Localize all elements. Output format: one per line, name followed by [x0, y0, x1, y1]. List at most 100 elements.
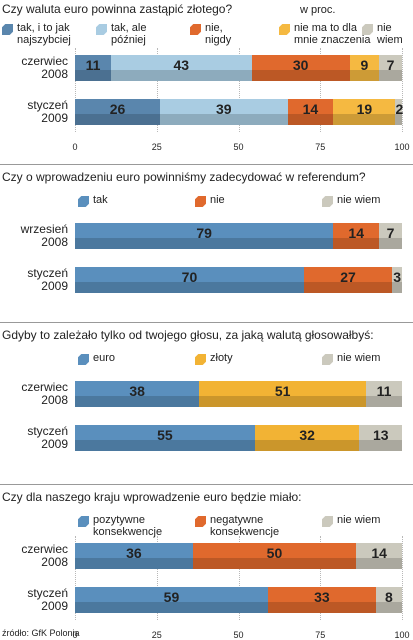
- x-tick-label: 75: [315, 142, 326, 152]
- value-label: 7: [386, 225, 395, 241]
- bar-segment: [75, 381, 200, 407]
- x-tick-label: 25: [151, 630, 162, 640]
- bar-segment: [349, 55, 380, 81]
- value-label: 9: [360, 57, 369, 73]
- value-label: 14: [371, 545, 387, 561]
- x-tick-label: 25: [151, 142, 162, 152]
- value-label: 14: [302, 101, 319, 117]
- value-label: 59: [163, 589, 180, 605]
- category-label: czerwiec 2008: [21, 542, 68, 569]
- bar-segment: [395, 99, 402, 125]
- x-tick-label: 50: [233, 630, 244, 640]
- value-label: 14: [348, 225, 364, 241]
- value-label: 11: [376, 383, 392, 399]
- source: źródło: GfK Polonia: [2, 628, 80, 638]
- bar-segment: [356, 543, 402, 569]
- bar-segment: [160, 99, 288, 125]
- value-label: 8: [385, 589, 393, 605]
- bar-segment: [75, 55, 111, 81]
- value-label: 2: [395, 101, 404, 117]
- bar-segment: [199, 381, 367, 407]
- legend-label: pozytywne konsekwencje: [93, 514, 163, 538]
- legend-label: tak, ale później: [111, 22, 147, 46]
- separator: [0, 164, 413, 165]
- bar-segment: [379, 55, 402, 81]
- bar-segment: [379, 223, 402, 249]
- unit-note: w proc.: [300, 4, 336, 16]
- value-label: 13: [372, 427, 389, 443]
- bar-segment: [75, 543, 193, 569]
- grid-line: [320, 48, 322, 132]
- x-tick-label: 0: [72, 630, 78, 640]
- legend-label: nie ma to dla mnie znaczenia: [294, 22, 371, 46]
- chart-title: Gdyby to zależało tylko od twojego głosu…: [2, 328, 374, 342]
- legend-label: złoty: [210, 352, 233, 364]
- separator: [0, 322, 413, 323]
- legend-swatch: [322, 196, 333, 207]
- bar-segment: [303, 267, 393, 293]
- legend-swatch: [195, 516, 206, 527]
- chart-title: Czy dla naszego kraju wprowadzenie euro …: [2, 490, 302, 504]
- grid-line: [238, 536, 240, 620]
- value-label: 36: [126, 545, 142, 561]
- bar-segment: [333, 99, 396, 125]
- chart-title: Czy waluta euro powinna zastąpić złotego…: [2, 2, 233, 16]
- bar-segment: [366, 381, 402, 407]
- value-label: 51: [274, 383, 291, 399]
- grid-line: [238, 48, 240, 132]
- category-label: styczeń 2009: [27, 266, 68, 293]
- legend-label: euro: [93, 352, 116, 364]
- chart-title: Czy o wprowadzeniu euro powinniśmy zadec…: [2, 170, 366, 184]
- bar-segment: [392, 267, 402, 293]
- separator: [0, 484, 413, 485]
- category-label: styczeń 2009: [27, 586, 68, 613]
- bar-segment: [375, 587, 402, 613]
- legend-swatch: [362, 24, 373, 35]
- legend-swatch: [195, 196, 206, 207]
- bar-segment: [75, 223, 334, 249]
- legend-label: tak: [93, 194, 108, 206]
- legend-swatch: [322, 354, 333, 365]
- bar-segment: [359, 425, 402, 451]
- legend-swatch: [78, 196, 89, 207]
- value-label: 27: [340, 269, 356, 285]
- value-label: 39: [215, 101, 232, 117]
- value-label: 79: [196, 225, 212, 241]
- legend-swatch: [195, 354, 206, 365]
- legend-swatch: [2, 24, 13, 35]
- category-label: czerwiec 2008: [21, 54, 68, 81]
- bar-segment: [254, 425, 360, 451]
- legend-swatch: [78, 516, 89, 527]
- value-label: 26: [109, 101, 126, 117]
- x-tick-label: 0: [72, 142, 78, 152]
- bar-segment: [251, 55, 350, 81]
- category-label: wrzesień 2008: [20, 222, 68, 249]
- value-label: 11: [85, 57, 101, 73]
- value-label: 32: [299, 427, 315, 443]
- legend-label: nie, nigdy: [205, 22, 232, 46]
- legend-swatch: [78, 354, 89, 365]
- value-label: 7: [386, 57, 395, 73]
- bar-segment: [192, 543, 357, 569]
- bar-segment: [75, 587, 268, 613]
- x-tick-label: 50: [233, 142, 244, 152]
- value-label: 19: [356, 101, 373, 117]
- legend-swatch: [190, 24, 201, 35]
- legend-swatch: [96, 24, 107, 35]
- bar-segment: [110, 55, 252, 81]
- x-tick-label: 100: [394, 630, 410, 640]
- legend-label: tak, i to jak najszybciej: [17, 22, 71, 46]
- value-label: 3: [393, 269, 401, 285]
- grid-line: [402, 536, 403, 620]
- category-label: czerwiec 2008: [21, 380, 68, 407]
- grid-line: [75, 48, 76, 132]
- grid-line: [402, 48, 403, 132]
- value-label: 50: [266, 545, 283, 561]
- category-label: styczeń 2009: [27, 98, 68, 125]
- legend-label: nie: [210, 194, 225, 206]
- legend-label: nie wiem: [337, 352, 381, 364]
- legend-swatch: [322, 516, 333, 527]
- bar-segment: [75, 425, 255, 451]
- value-label: 43: [173, 57, 190, 73]
